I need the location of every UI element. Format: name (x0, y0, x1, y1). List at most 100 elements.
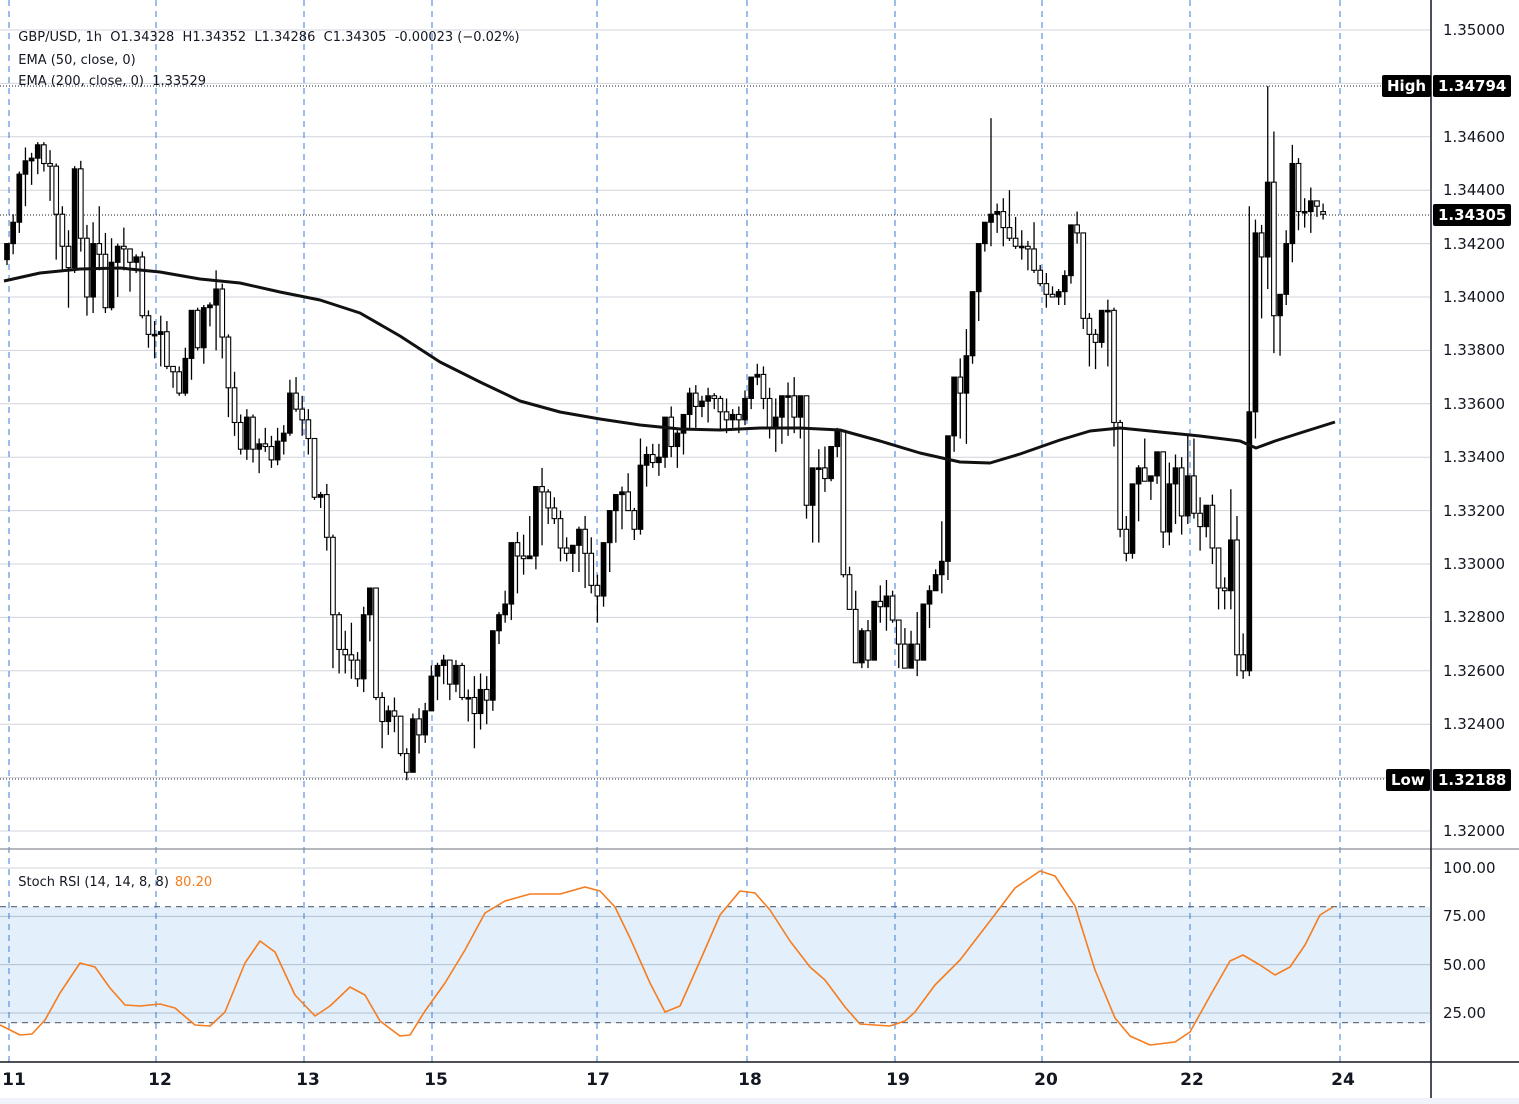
candle[interactable] (533, 486, 539, 570)
candle[interactable] (219, 283, 226, 359)
candle[interactable] (1221, 577, 1228, 610)
candle[interactable] (213, 270, 219, 351)
candle[interactable] (1240, 633, 1246, 679)
candle[interactable] (293, 377, 299, 412)
candle[interactable] (422, 702, 429, 743)
candle[interactable] (1166, 462, 1173, 546)
candle[interactable] (563, 537, 570, 562)
candle[interactable] (114, 243, 121, 297)
candle[interactable] (268, 435, 275, 468)
candle[interactable] (10, 214, 17, 255)
candle[interactable] (606, 510, 613, 573)
candle[interactable] (723, 398, 730, 434)
candle[interactable] (938, 521, 945, 594)
candle[interactable] (397, 715, 404, 757)
candle[interactable] (502, 590, 509, 623)
candle[interactable] (1000, 198, 1007, 247)
candle[interactable] (1117, 419, 1123, 538)
candle[interactable] (649, 443, 656, 468)
candle[interactable] (416, 708, 422, 754)
candle[interactable] (1320, 203, 1326, 220)
stoch-rsi-line[interactable] (0, 870, 1334, 1046)
candle[interactable] (779, 395, 785, 444)
candle[interactable] (1025, 240, 1031, 271)
candle[interactable] (194, 307, 201, 351)
candle[interactable] (1068, 224, 1074, 284)
candle[interactable] (96, 206, 103, 271)
candle[interactable] (1271, 131, 1277, 354)
candle[interactable] (1154, 451, 1160, 484)
candle[interactable] (1295, 158, 1302, 231)
candle[interactable] (274, 427, 281, 466)
candle[interactable] (336, 612, 342, 674)
candle[interactable] (446, 659, 453, 701)
candle[interactable] (434, 662, 441, 701)
candle[interactable] (539, 467, 545, 546)
candle[interactable] (496, 612, 502, 645)
candle[interactable] (151, 321, 158, 359)
candle[interactable] (1080, 232, 1087, 330)
candle[interactable] (28, 152, 35, 185)
candle[interactable] (815, 449, 822, 543)
candle[interactable] (576, 526, 582, 573)
candle[interactable] (883, 580, 890, 631)
candle[interactable] (1148, 475, 1154, 500)
candle[interactable] (1141, 438, 1148, 482)
candle[interactable] (920, 603, 927, 661)
candle[interactable] (1178, 457, 1185, 535)
candle[interactable] (809, 467, 816, 543)
candle[interactable] (889, 590, 896, 623)
candle[interactable] (557, 510, 564, 562)
candle[interactable] (170, 365, 176, 388)
candle[interactable] (1074, 211, 1080, 244)
candle[interactable] (594, 574, 601, 623)
candle[interactable] (1172, 454, 1179, 524)
candle[interactable] (1252, 219, 1259, 439)
candle[interactable] (164, 321, 170, 370)
candle[interactable] (926, 585, 933, 629)
candle[interactable] (877, 585, 884, 623)
candle[interactable] (1018, 230, 1025, 260)
candle[interactable] (250, 414, 256, 463)
candle[interactable] (656, 443, 662, 476)
candle[interactable] (471, 676, 478, 749)
ema-200-line[interactable] (3, 266, 1336, 465)
candle[interactable] (668, 406, 675, 458)
candle[interactable] (244, 409, 250, 460)
candle[interactable] (569, 544, 576, 573)
candle[interactable] (53, 163, 60, 260)
candle[interactable] (643, 446, 650, 487)
candle[interactable] (1012, 216, 1019, 249)
candle[interactable] (766, 387, 773, 439)
candle[interactable] (932, 569, 939, 592)
candle[interactable] (754, 363, 761, 386)
candle[interactable] (914, 612, 921, 677)
candle[interactable] (287, 379, 293, 436)
candle[interactable] (188, 309, 195, 380)
candle[interactable] (428, 665, 435, 712)
candle[interactable] (551, 497, 558, 524)
candle[interactable] (1086, 313, 1093, 367)
stoch-rsi-legend[interactable]: Stoch RSI (14, 14, 8, 8) 80.20 (10, 860, 212, 890)
candle[interactable] (459, 662, 465, 701)
candle[interactable] (102, 232, 109, 314)
candle[interactable] (1037, 264, 1044, 287)
candle[interactable] (317, 491, 324, 508)
ema50-legend[interactable]: EMA (50, close, 0) (10, 31, 135, 71)
candle[interactable] (1129, 483, 1136, 559)
candle[interactable] (59, 206, 66, 271)
candle[interactable] (373, 587, 379, 701)
candle[interactable] (742, 390, 748, 426)
candle[interactable] (1123, 515, 1130, 562)
candle[interactable] (1258, 224, 1265, 319)
candle[interactable] (1246, 206, 1253, 677)
candle[interactable] (305, 409, 312, 455)
candle[interactable] (772, 398, 779, 452)
candle[interactable] (262, 427, 269, 452)
candle[interactable] (514, 531, 521, 594)
candle[interactable] (323, 483, 330, 551)
candle[interactable] (828, 445, 834, 482)
candle[interactable] (846, 566, 853, 610)
candle[interactable] (858, 628, 865, 669)
